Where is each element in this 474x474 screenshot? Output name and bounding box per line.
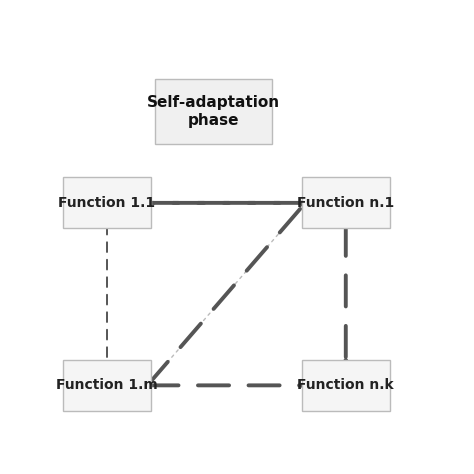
FancyBboxPatch shape	[63, 177, 151, 228]
Text: Function 1.m: Function 1.m	[56, 378, 158, 392]
Text: Self-adaptation
phase: Self-adaptation phase	[147, 95, 280, 128]
FancyBboxPatch shape	[301, 360, 390, 411]
FancyBboxPatch shape	[63, 360, 151, 411]
FancyBboxPatch shape	[301, 177, 390, 228]
FancyBboxPatch shape	[155, 79, 272, 145]
Text: Function 1.1: Function 1.1	[58, 196, 155, 210]
Text: Function n.k: Function n.k	[298, 378, 394, 392]
Text: Function n.1: Function n.1	[297, 196, 394, 210]
